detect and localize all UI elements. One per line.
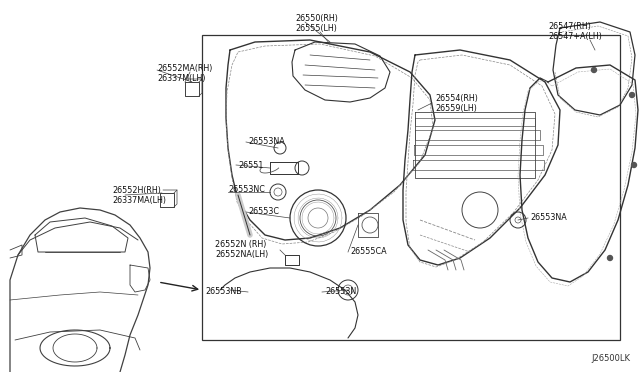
Text: 26551: 26551 (238, 160, 264, 170)
Text: 26555(LH): 26555(LH) (295, 23, 337, 32)
Text: 26553C: 26553C (248, 208, 279, 217)
Text: 26552H(RH): 26552H(RH) (112, 186, 161, 195)
Circle shape (630, 93, 634, 97)
Text: 26553NC: 26553NC (228, 186, 265, 195)
Text: 26553N: 26553N (325, 288, 356, 296)
Text: 26553NA: 26553NA (530, 214, 567, 222)
Text: 26552N (RH): 26552N (RH) (215, 241, 266, 250)
Text: 26553NA: 26553NA (248, 138, 285, 147)
Text: 26555CA: 26555CA (350, 247, 387, 257)
Circle shape (591, 67, 596, 73)
Text: 26559(LH): 26559(LH) (435, 103, 477, 112)
Text: 26550(RH): 26550(RH) (295, 13, 338, 22)
Text: 26337MA(LH): 26337MA(LH) (112, 196, 166, 205)
Text: J26500LK: J26500LK (591, 354, 630, 363)
Circle shape (632, 163, 637, 167)
Text: 26337M(LH): 26337M(LH) (157, 74, 205, 83)
Text: 26547(RH): 26547(RH) (548, 22, 591, 31)
Text: 26552MA(RH): 26552MA(RH) (157, 64, 212, 73)
Text: 26553NB: 26553NB (205, 288, 242, 296)
Bar (202, 35, 620, 340)
Text: 26547+A(LH): 26547+A(LH) (548, 32, 602, 41)
Circle shape (607, 256, 612, 260)
Text: 26552NA(LH): 26552NA(LH) (215, 250, 268, 260)
Text: 26554(RH): 26554(RH) (435, 93, 478, 103)
